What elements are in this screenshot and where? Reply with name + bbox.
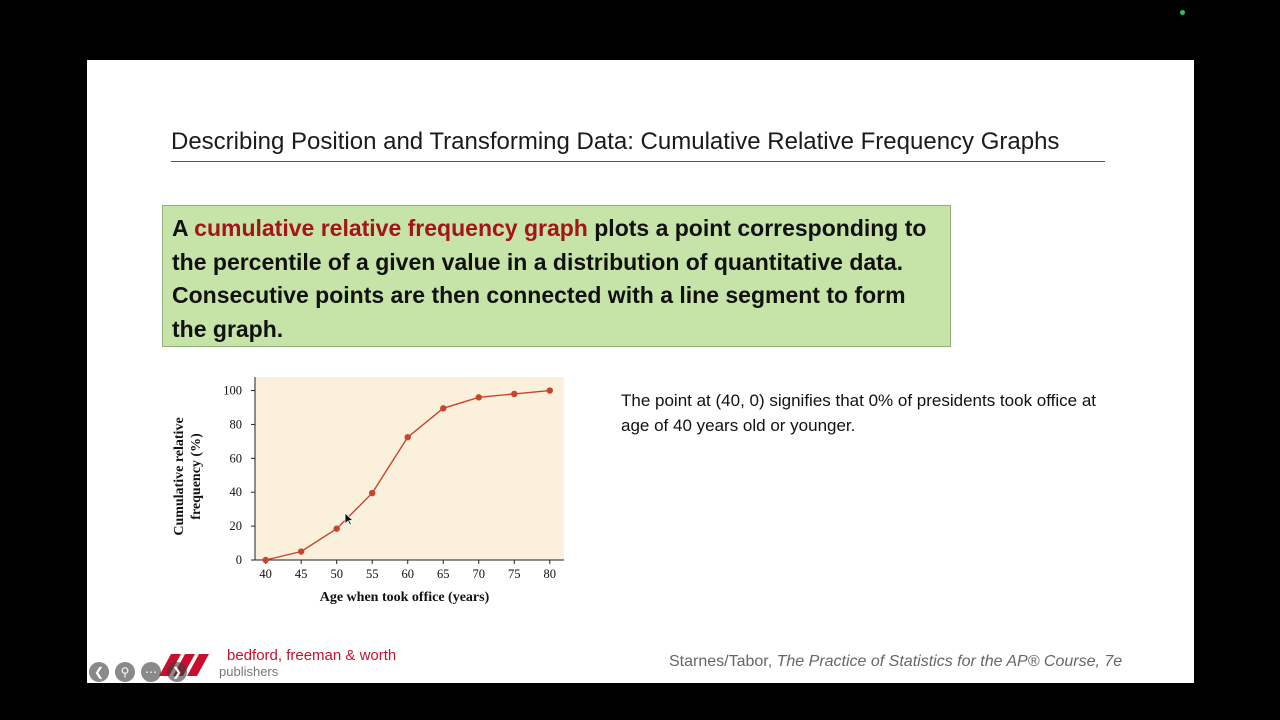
- definition-prefix: A: [172, 215, 195, 241]
- title-underline: [171, 161, 1105, 162]
- data-point: [511, 390, 518, 398]
- y-axis-label-line: frequency (%): [189, 433, 204, 520]
- x-axis-label: Age when took office (years): [320, 590, 490, 605]
- data-point: [546, 387, 553, 394]
- x-tick-label: 50: [330, 567, 343, 581]
- more-icon[interactable]: ⋯: [141, 662, 161, 682]
- definition-box: A cumulative relative frequency graph pl…: [162, 205, 951, 347]
- search-icon[interactable]: ⚲: [115, 662, 135, 682]
- data-point: [262, 556, 269, 564]
- x-tick-label: 80: [544, 567, 557, 581]
- y-tick-label: 60: [230, 451, 243, 465]
- citation: Starnes/Tabor, The Practice of Statistic…: [669, 653, 1122, 671]
- x-tick-label: 70: [473, 567, 486, 581]
- y-tick-label: 40: [230, 485, 243, 499]
- cumulative-frequency-chart: 0 20 40 60 80 100 40 45 50 55 60 65 70 75 80 Age when t…: [172, 377, 564, 605]
- y-tick-label: 100: [223, 384, 242, 398]
- definition-term: cumulative relative frequency graph: [194, 215, 588, 241]
- slide-title: Describing Position and Transforming Dat…: [171, 128, 1060, 155]
- x-tick-label: 65: [437, 567, 450, 581]
- cursor-icon: [344, 512, 354, 526]
- x-tick-label: 55: [366, 567, 379, 581]
- next-arrow-icon[interactable]: ❯: [167, 662, 187, 682]
- slide: Describing Position and Transforming Dat…: [87, 60, 1194, 683]
- y-tick-label: 0: [236, 553, 242, 567]
- data-point: [440, 405, 447, 412]
- definition-text: plots a point corresponding to the perce…: [172, 215, 927, 342]
- data-point: [475, 394, 482, 401]
- data-point: [369, 489, 376, 497]
- data-point: [333, 525, 340, 532]
- slide-nav-controls: ❮ ⚲ ⋯ ❯: [89, 660, 187, 684]
- prev-arrow-icon[interactable]: ❮: [89, 662, 109, 682]
- publisher-name: bedford, freeman & worth: [227, 647, 397, 664]
- citation-authors: Starnes/Tabor,: [669, 653, 777, 670]
- x-tick-label: 40: [259, 567, 272, 581]
- status-dot: [1180, 10, 1185, 15]
- y-tick-label: 80: [230, 417, 243, 431]
- plot-area: [255, 377, 564, 560]
- x-tick-label: 75: [508, 567, 521, 581]
- y-tick-label: 20: [230, 519, 243, 533]
- citation-book: The Practice of Statistics for the AP® C…: [776, 653, 1123, 670]
- x-tick-label: 45: [295, 567, 308, 581]
- publisher-subtitle: publishers: [219, 664, 279, 679]
- publisher-logo-block: bedford, freeman & worth publishers: [157, 646, 427, 682]
- data-point: [404, 433, 411, 441]
- y-axis-label-line: Cumulative relative: [172, 417, 187, 535]
- data-point: [297, 548, 305, 555]
- y-axis-label: Cumulative relative frequency (%): [172, 417, 204, 535]
- x-tick-label: 60: [401, 567, 414, 581]
- explanation-note: The point at (40, 0) signifies that 0% o…: [621, 391, 1097, 435]
